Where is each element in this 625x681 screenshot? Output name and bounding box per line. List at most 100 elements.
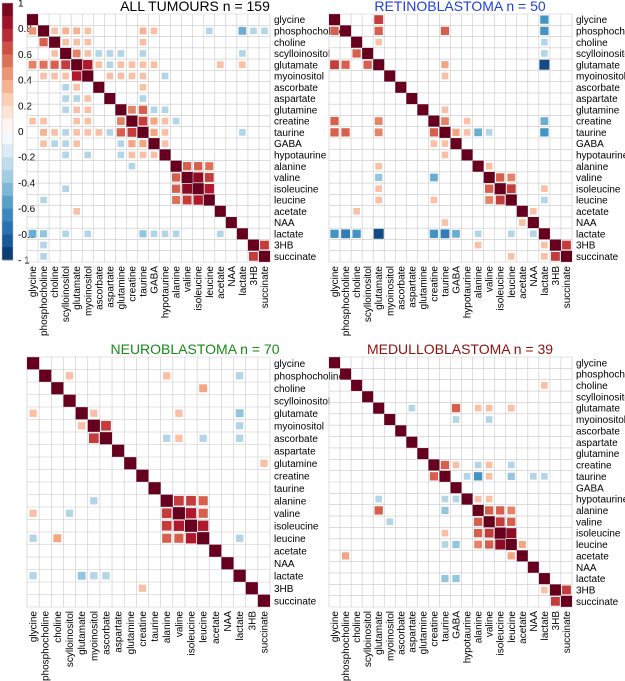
heatmap-cell — [408, 404, 416, 412]
heatmap-cell — [40, 196, 47, 204]
column-label: aspartate — [105, 266, 116, 308]
row-label: lactate — [274, 229, 304, 240]
heatmap-cell — [428, 459, 440, 471]
column-label: alanine — [474, 611, 485, 644]
heatmap-cell — [485, 162, 493, 170]
column-label: succinate — [260, 266, 271, 309]
heatmap-cell — [161, 230, 169, 238]
row-label: choline — [576, 38, 608, 49]
heatmap-cell — [363, 60, 372, 69]
row-label: 3HB — [274, 241, 294, 252]
heatmap-cell — [417, 104, 429, 116]
column-label: glutamate — [374, 611, 385, 655]
column-label: succinate — [259, 611, 270, 654]
heatmap-cell — [198, 520, 209, 531]
heatmap-cell — [472, 504, 484, 516]
panel-title: ALL TUMOURS n = 159 — [120, 0, 270, 14]
heatmap-cell — [516, 205, 528, 217]
heatmap-cell — [530, 473, 537, 480]
heatmap-cell — [181, 171, 193, 183]
column-label: creatine — [429, 611, 440, 647]
heatmap-cell — [84, 230, 92, 238]
column-label: lactate — [235, 611, 246, 641]
colorbar-tick-label: - 1 — [18, 256, 30, 267]
row-label: glutamine — [576, 449, 620, 460]
heatmap-cell — [106, 129, 114, 136]
heatmap-cell — [197, 532, 210, 545]
column-label: phosphocholine — [41, 611, 52, 681]
column-label: glutamine — [418, 611, 429, 655]
column-label: acetate — [216, 266, 227, 299]
heatmap-cell — [507, 173, 516, 182]
heatmap-cell — [352, 229, 361, 238]
row-label: isoleucine — [576, 529, 621, 540]
heatmap-cell — [538, 573, 550, 585]
heatmap-cell — [40, 241, 47, 249]
column-label: glycine — [29, 611, 40, 643]
heatmap-cell — [28, 229, 37, 238]
heatmap-cell — [139, 151, 147, 159]
heatmap-cell — [386, 518, 394, 526]
row-label: phosphocholine — [576, 370, 625, 381]
row-label: NAA — [274, 218, 295, 229]
heatmap-cell — [351, 36, 363, 48]
heatmap-cell — [406, 93, 418, 105]
row-label: acetate — [274, 546, 307, 557]
heatmap-cell — [474, 404, 482, 412]
heatmap-cell — [238, 27, 247, 35]
heatmap-cell — [329, 14, 341, 26]
heatmap-cell — [375, 196, 383, 204]
heatmap-cell — [330, 116, 339, 126]
heatmap-cell — [441, 541, 449, 548]
heatmap-cell — [136, 469, 149, 482]
heatmap-cell — [505, 194, 517, 206]
heatmap-cell — [186, 495, 196, 506]
column-label: creatine — [429, 266, 440, 302]
heatmap-cell — [53, 534, 62, 543]
heatmap-cell — [90, 497, 98, 505]
heatmap-cell — [128, 162, 136, 170]
heatmap-cell — [104, 93, 116, 105]
row-label: hypotaurine — [576, 151, 625, 162]
column-label: ascorbate — [94, 266, 105, 310]
heatmap-cell — [417, 448, 429, 460]
heatmap-cell — [172, 117, 180, 125]
heatmap-cell — [150, 117, 158, 125]
row-label: glutamate — [576, 404, 620, 415]
column-label: isoleucine — [496, 611, 507, 656]
heatmap-cell — [62, 129, 69, 136]
column-label: isoleucine — [496, 266, 507, 311]
heatmap-cell — [374, 15, 384, 25]
heatmap-cell — [84, 117, 92, 125]
heatmap-cell — [247, 239, 259, 251]
heatmap-cell — [428, 115, 440, 127]
row-label: isoleucine — [274, 184, 319, 195]
heatmap-cell — [341, 60, 350, 69]
heatmap-cell — [51, 72, 58, 80]
colorbar-segment — [2, 157, 13, 171]
column-label: GABA — [452, 266, 463, 294]
heatmap-cell — [90, 409, 98, 417]
column-label: taurine — [150, 611, 161, 642]
heatmap-cell — [351, 379, 363, 391]
heatmap-cell — [148, 138, 160, 150]
row-label: 3HB — [576, 241, 596, 252]
heatmap-cell — [541, 382, 548, 389]
heatmap-cell — [139, 50, 147, 57]
heatmap-cell — [518, 540, 526, 549]
heatmap-cell — [73, 27, 81, 35]
heatmap-cell — [507, 506, 516, 515]
heatmap-cell — [61, 60, 71, 70]
heatmap-cell — [235, 422, 244, 430]
column-label: NAA — [529, 611, 540, 632]
column-label: taurine — [139, 266, 150, 297]
heatmap-cell — [139, 83, 147, 91]
heatmap-cell — [139, 95, 147, 102]
heatmap-cell — [73, 129, 81, 136]
heatmap-cell — [549, 239, 561, 251]
heatmap-cell — [161, 129, 169, 136]
heatmap-cell — [375, 38, 383, 46]
row-label: alanine — [274, 496, 307, 507]
heatmap-cell — [51, 129, 58, 136]
heatmap-cell — [106, 72, 114, 80]
